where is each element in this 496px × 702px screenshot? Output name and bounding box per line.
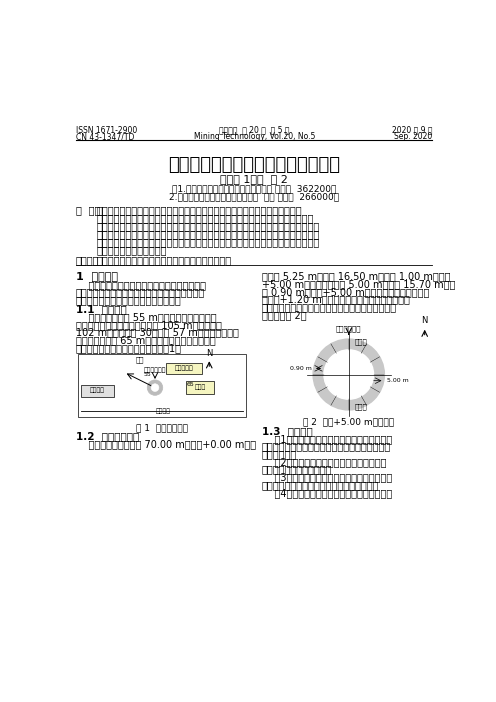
Text: 摘  要：: 摘 要： bbox=[76, 205, 100, 215]
Text: 烟囱爆破方向: 烟囱爆破方向 bbox=[336, 325, 362, 332]
Text: 0.90 m: 0.90 m bbox=[290, 366, 311, 371]
Text: 邢光武 1，跃  鹏 2: 邢光武 1，跃 鹏 2 bbox=[220, 173, 288, 183]
Text: 1.1  爆破环境: 1.1 爆破环境 bbox=[76, 305, 126, 314]
Text: 102 m；西偏北约 30度方向 57 m有工厂宿舍，砖: 102 m；西偏北约 30度方向 57 m有工厂宿舍，砖 bbox=[76, 328, 239, 338]
Circle shape bbox=[147, 380, 163, 395]
Bar bbox=[166, 363, 201, 373]
Text: 拆除作业安全，采用定向爆破方法作业。: 拆除作业安全，采用定向爆破方法作业。 bbox=[76, 296, 182, 305]
Text: 构）及民用电线；南侧离县道约 105 m，民用电线: 构）及民用电线；南侧离县道约 105 m，民用电线 bbox=[76, 320, 222, 330]
Text: （1）砖烟囱高度较低，烟囱壁较厚。准确定: （1）砖烟囱高度较低，烟囱壁较厚。准确定 bbox=[262, 434, 392, 444]
Text: 重要建筑内，爆破飞散物爆破飞谷危害较大；: 重要建筑内，爆破飞散物爆破飞谷危害较大； bbox=[262, 480, 379, 490]
Text: （1.福建省宣鹏建设工程有限公司，福建 泉州市  362200；: （1.福建省宣鹏建设工程有限公司，福建 泉州市 362200； bbox=[172, 185, 336, 193]
Text: +5.00 m处，烟囱外直径 5.00 m，周长 15.70 m，壁: +5.00 m处，烟囱外直径 5.00 m，周长 15.70 m，壁 bbox=[262, 279, 455, 289]
Text: 护措施和被动防护措施防止切口爆破飞散物及落地飞溅危害与降低落地冲击振动，取得: 护措施和被动防护措施防止切口爆破飞散物及落地飞溅危害与降低落地冲击振动，取得 bbox=[96, 221, 319, 231]
Text: 宫村学文机居厂旧砖烟囱需要实施拆除，为了保证: 宫村学文机居厂旧砖烟囱需要实施拆除，为了保证 bbox=[76, 288, 205, 298]
Text: 65: 65 bbox=[187, 382, 194, 387]
Text: 面有砖厂车间相连（车间需要保留）；烟囱总体结构: 面有砖厂车间相连（车间需要保留）；烟囱总体结构 bbox=[262, 302, 397, 312]
Text: 烟囱系砖混结构，高 70.00 m，底部+0.00 m处，: 烟囱系砖混结构，高 70.00 m，底部+0.00 m处， bbox=[76, 439, 256, 449]
Text: Sep. 2020: Sep. 2020 bbox=[394, 132, 433, 141]
Text: 因环保和产业升级需要，位于溆浦县赤土乡下: 因环保和产业升级需要，位于溆浦县赤土乡下 bbox=[76, 280, 206, 290]
Text: Mining Technology, Vol.20, No.5: Mining Technology, Vol.20, No.5 bbox=[193, 132, 315, 141]
Text: 变压器: 变压器 bbox=[194, 385, 205, 390]
Text: 外直径 5.25 m，周长 16.50 m，壁厚 1.00 m；烟囱: 外直径 5.25 m，周长 16.50 m，壁厚 1.00 m；烟囱 bbox=[262, 272, 450, 282]
Text: 待爆烟囱东侧约 55 m有木材加工厂（简易结: 待爆烟囱东侧约 55 m有木材加工厂（简易结 bbox=[76, 312, 217, 322]
Text: 工厂宿舍: 工厂宿舍 bbox=[90, 388, 105, 394]
Text: 图 2  烟囱+5.00 m平面结构: 图 2 烟囱+5.00 m平面结构 bbox=[303, 418, 394, 427]
Text: CN 43-1347/TD: CN 43-1347/TD bbox=[76, 133, 134, 142]
Text: 采矿技术  第 20 卷  第 5 期: 采矿技术 第 20 卷 第 5 期 bbox=[219, 125, 290, 134]
Text: N: N bbox=[422, 316, 428, 325]
Text: 2.青岛鹏安信息科技有限责任公司，  山东 青岛市  266000）: 2.青岛鹏安信息科技有限责任公司， 山东 青岛市 266000） bbox=[169, 192, 339, 201]
Bar bbox=[263, 321, 434, 413]
Text: 了良好的爆破效果。保证了复杂环境砖烟囱爆破拆除倒塌方向及落地范围的准确可控，: 了良好的爆破效果。保证了复杂环境砖烟囱爆破拆除倒塌方向及落地范围的准确可控， bbox=[96, 230, 319, 239]
Circle shape bbox=[151, 384, 159, 392]
Text: 2020 年 9 月: 2020 年 9 月 bbox=[392, 125, 433, 134]
Text: 山。总体爆破环境比较复杂，参见图1。: 山。总体爆破环境比较复杂，参见图1。 bbox=[76, 343, 182, 353]
Text: 烟囱爆破方向: 烟囱爆破方向 bbox=[144, 368, 166, 373]
Text: 民用电线: 民用电线 bbox=[155, 408, 170, 413]
Text: 图 1  场区周围环境: 图 1 场区周围环境 bbox=[136, 423, 188, 432]
Text: 5.00 m: 5.00 m bbox=[387, 378, 409, 383]
Text: 55: 55 bbox=[143, 372, 151, 377]
Text: 向及提高切口高度，采用迎腰梯形切口及两侧预先开设定向窗，同时采用多层主动防: 向及提高切口高度，采用迎腰梯形切口及两侧预先开设定向窗，同时采用多层主动防 bbox=[96, 213, 313, 223]
Text: （2）烟囱壁厚，定向窗的开割重程较大，: （2）烟囱壁厚，定向窗的开割重程较大， bbox=[262, 457, 386, 467]
Text: 混结构；东北侧 65 m有木材厂变压器，北侧为荒: 混结构；东北侧 65 m有木材厂变压器，北侧为荒 bbox=[76, 336, 216, 345]
Text: 向倾倒难度较大：重心较低，设计不合理时容易出: 向倾倒难度较大：重心较低，设计不合理时容易出 bbox=[262, 442, 391, 451]
Text: 似工程有较好的参考价值。: 似工程有较好的参考价值。 bbox=[96, 246, 167, 256]
Text: 复杂环境厚壁砖烟囱高切口爆破拆除: 复杂环境厚壁砖烟囱高切口爆破拆除 bbox=[168, 156, 340, 174]
Text: 烟道口: 烟道口 bbox=[355, 404, 368, 410]
Text: 厚壁砖烟囱；爆破拆除；高切口；定向窗；精准定向: 厚壁砖烟囱；爆破拆除；高切口；定向窗；精准定向 bbox=[96, 256, 231, 265]
Text: （3）烟囱四周近在变压器、工厂、居舍及其: （3）烟囱四周近在变压器、工厂、居舍及其 bbox=[262, 472, 392, 482]
Text: 劳动强度大，施工难度大；: 劳动强度大，施工难度大； bbox=[262, 465, 332, 475]
Text: 现规而不符；: 现规而不符； bbox=[262, 449, 297, 459]
Text: 解决了与建筑筑动室距离烟囱的爆破拆除难题，扩大了拆除爆破技术的应用范围，对类: 解决了与建筑筑动室距离烟囱的爆破拆除难题，扩大了拆除爆破技术的应用范围，对类 bbox=[96, 237, 319, 248]
Text: 根据厚壁砖烟囱结构特点和复杂环境特点，合理选择烟囱爆破拆除的定向倒塌方: 根据厚壁砖烟囱结构特点和复杂环境特点，合理选择烟囱爆破拆除的定向倒塌方 bbox=[96, 205, 302, 215]
Circle shape bbox=[313, 339, 384, 410]
Text: 荒山: 荒山 bbox=[135, 357, 144, 364]
Text: 1.3  技术难点: 1.3 技术难点 bbox=[262, 426, 312, 436]
Text: 1  项目概况: 1 项目概况 bbox=[76, 272, 118, 282]
Text: N: N bbox=[206, 349, 212, 357]
Text: 厚 0.90 m；烟囱+5.00 m以上，烟囱无内衬层；烟: 厚 0.90 m；烟囱+5.00 m以上，烟囱无内衬层；烟 bbox=[262, 286, 430, 297]
Bar bbox=[186, 381, 214, 394]
Text: （4）需严格控制爆破振动和空气冲击波对变: （4）需严格控制爆破振动和空气冲击波对变 bbox=[262, 488, 392, 498]
Text: 囱底部+1.20 m以下有一烟道口和出灰口；烟囱南: 囱底部+1.20 m以下有一烟道口和出灰口；烟囱南 bbox=[262, 294, 410, 305]
Bar bbox=[81, 385, 114, 397]
Bar bbox=[77, 354, 247, 417]
Text: 1.2  烟囱结构特点: 1.2 烟囱结构特点 bbox=[76, 432, 139, 442]
Text: 关键词：: 关键词： bbox=[76, 256, 100, 265]
Text: 稳定，见图 2。: 稳定，见图 2。 bbox=[262, 310, 307, 320]
Circle shape bbox=[324, 350, 373, 399]
Text: 木材加工厂: 木材加工厂 bbox=[174, 366, 193, 371]
Text: 出灰口: 出灰口 bbox=[355, 339, 368, 345]
Text: ISSN 1671-2900: ISSN 1671-2900 bbox=[76, 126, 137, 135]
